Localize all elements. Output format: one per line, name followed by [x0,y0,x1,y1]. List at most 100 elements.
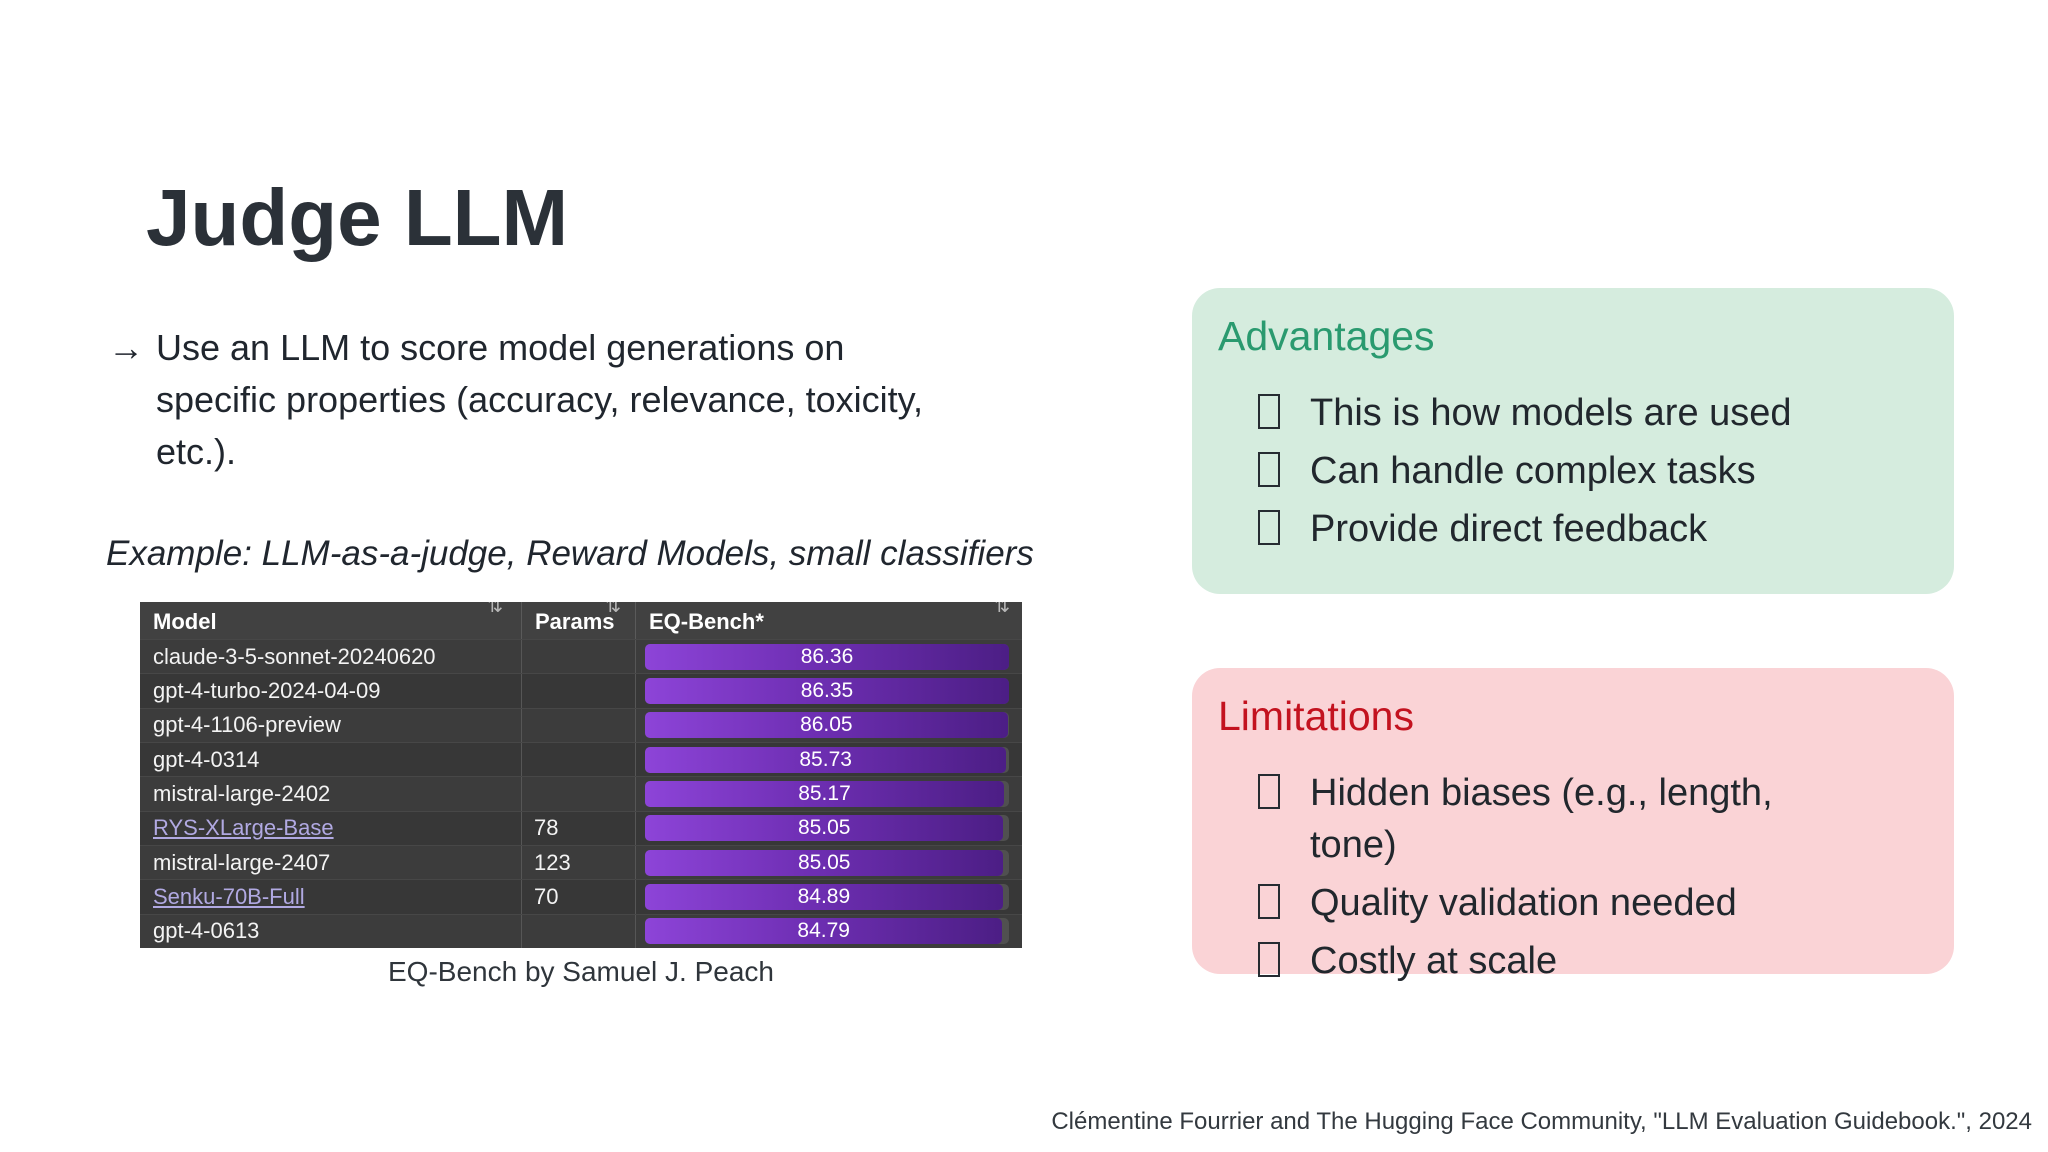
params-cell [522,742,636,777]
model-name: gpt-4-0314 [153,746,260,772]
missing-glyph-bullet-icon [1258,884,1280,920]
score-cell: 86.36 [636,640,1022,673]
score-bar: 86.36 [645,643,1009,670]
list-item-text: This is how models are used [1310,392,1792,435]
main-bullet: → Use an LLM to score model generations … [108,322,968,477]
advantages-list: This is how models are used Can handle co… [1258,387,1954,555]
missing-glyph-bullet-icon [1258,394,1280,430]
model-cell: gpt-4-turbo-2024-04-09 [140,674,522,708]
list-item-text: Can handle complex tasks [1310,450,1756,493]
model-name: gpt-4-turbo-2024-04-09 [153,677,381,703]
score-bar: 85.05 [645,849,1004,876]
params-cell: 78 [522,811,636,845]
table-row: RYS-XLarge-Base 78 85.05 [140,810,1022,845]
score-value: 84.89 [797,884,851,908]
missing-glyph-bullet-icon [1258,942,1280,978]
table-row: mistral-large-2407 123 85.05 [140,844,1022,880]
missing-glyph-bullet-icon [1258,452,1280,488]
params-cell: 123 [522,845,636,880]
limitations-list: Hidden biases (e.g., length, tone) Qualit… [1258,767,1954,987]
main-bullet-text: Use an LLM to score model generations on… [156,327,923,472]
score-cell: 84.89 [636,880,1022,913]
citation: Clémentine Fourrier and The Hugging Face… [1051,1108,2032,1135]
table-row: Senku-70B-Full 70 84.89 [140,879,1022,914]
list-item: Costly at scale [1258,935,1954,987]
list-item: Provide direct feedback [1258,503,1954,555]
model-name: mistral-large-2407 [153,849,331,875]
list-item: Hidden biases (e.g., length, tone) [1258,767,1954,871]
model-link[interactable]: RYS-XLarge-Base [153,815,334,841]
score-bar-track: 85.17 [645,780,1009,807]
score-value: 85.05 [797,850,851,874]
score-bar-track: 84.79 [645,918,1009,945]
score-bar-track: 84.89 [645,883,1009,910]
score-bar: 84.79 [645,918,1003,945]
column-header-model: Model ⇅ [140,602,522,639]
score-cell: 86.05 [636,709,1022,742]
list-item-text: Hidden biases (e.g., length, tone) [1310,772,1773,867]
model-name: gpt-4-0613 [153,918,260,944]
table-header-row: Model ⇅ Params ⇅ EQ-Bench* ⇅ [140,602,1022,639]
sort-icon[interactable]: ⇅ [487,602,503,617]
table-caption: EQ-Bench by Samuel J. Peach [388,956,774,987]
score-value: 85.17 [798,781,851,805]
model-cell: Senku-70B-Full [140,880,522,914]
page-title: Judge LLM [146,172,569,262]
model-link[interactable]: Senku-70B-Full [153,883,305,909]
table-row: gpt-4-1106-preview 86.05 [140,707,1022,742]
score-value: 85.05 [797,816,851,840]
sort-icon[interactable]: ⇅ [994,602,1010,617]
arrow-bullet-icon: → [108,327,144,368]
score-bar-track: 85.05 [645,849,1009,876]
score-bar-track: 86.35 [645,677,1009,704]
score-value: 86.05 [800,713,853,737]
table-row: gpt-4-0613 84.79 [140,913,1022,948]
model-name: claude-3-5-sonnet-20240620 [153,643,436,669]
params-cell [522,674,636,708]
list-item-text: Provide direct feedback [1310,508,1708,551]
table-row: gpt-4-0314 85.73 [140,741,1022,777]
table-row: mistral-large-2402 85.17 [140,776,1022,811]
model-name: mistral-large-2402 [153,780,331,806]
missing-glyph-bullet-icon [1258,774,1280,810]
list-item: Can handle complex tasks [1258,445,1954,497]
score-bar-track: 86.36 [645,643,1009,670]
score-cell: 85.05 [636,846,1022,879]
score-value: 86.35 [800,678,854,702]
table-row: claude-3-5-sonnet-20240620 86.36 [140,639,1022,674]
score-bar: 85.73 [645,746,1007,773]
score-cell: 84.79 [636,915,1022,948]
model-name: gpt-4-1106-preview [153,712,341,738]
params-cell: 70 [522,880,636,914]
limitations-heading: Limitations [1218,693,1414,739]
score-bar-track: 86.05 [645,712,1009,739]
score-value: 86.36 [800,644,854,668]
params-cell [522,708,636,742]
model-cell: gpt-4-0613 [140,914,522,948]
params-cell [522,914,636,948]
limitations-box: Limitations Hidden biases (e.g., length,… [1192,668,1954,982]
score-cell: 85.05 [636,812,1022,845]
score-bar: 84.89 [645,883,1003,910]
model-cell: gpt-4-1106-preview [140,708,522,742]
advantages-heading: Advantages [1218,313,1435,359]
score-bar-track: 85.05 [645,815,1009,842]
list-item: This is how models are used [1258,387,1954,439]
params-cell [522,777,636,811]
params-cell [522,640,636,674]
advantages-box: Advantages This is how models are used Ca… [1192,288,1954,594]
score-cell: 85.73 [636,743,1022,776]
example-text: Example: LLM-as-a-judge, Reward Models, … [106,534,1034,573]
score-value: 85.73 [799,747,852,771]
sort-icon[interactable]: ⇅ [605,602,621,617]
table-row: gpt-4-turbo-2024-04-09 86.35 [140,673,1022,708]
score-bar: 85.17 [645,780,1004,807]
score-bar: 85.05 [645,815,1004,842]
score-bar: 86.05 [645,712,1008,739]
table-rows: claude-3-5-sonnet-20240620 86.36 gpt-4-tur… [140,639,1022,948]
list-item-text: Costly at scale [1310,940,1558,983]
model-cell: gpt-4-0314 [140,742,522,777]
score-cell: 85.17 [636,777,1022,810]
score-cell: 86.35 [636,674,1022,707]
score-value: 84.79 [797,919,850,943]
